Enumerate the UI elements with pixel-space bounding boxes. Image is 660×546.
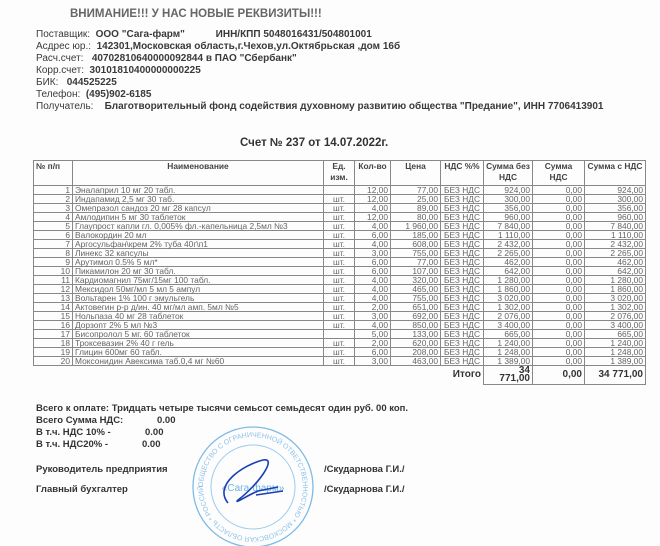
bik-value: 044525225 (66, 77, 117, 88)
invoice-title: Счет № 237 от 14.07.2022г. (240, 137, 389, 149)
table-cell: 1 389,00 (584, 356, 646, 366)
supplier-label: Поставщик: (36, 29, 91, 40)
column-header: Ед. изм. (323, 160, 355, 186)
stamp-outer-ring (192, 426, 314, 546)
supplier-inn: ИНН/КПП 5048016431/504801001 (215, 29, 372, 40)
column-header: Сумма с НДС (584, 160, 646, 186)
table-row: 14 Актовегин р-р д/ин. 40 мг/мл амп. 5мл … (33, 302, 646, 312)
director-name: /Скударнова Г.И./ (324, 464, 405, 475)
column-header: НДС %% (440, 160, 484, 186)
column-header: Сумма НДС (532, 160, 585, 186)
total-row: Итого 34 771,00 0,00 34 771,00 (34, 365, 646, 385)
table-cell: Моксонидин Авексима таб.0,4 мг №60 (72, 356, 324, 366)
table-row: 5 Глаупрост капли гл. 0,005% фл.-капельни… (33, 221, 646, 231)
recipient-value: Благотворительный фонд содействия духовн… (104, 101, 604, 112)
address-label: Асдрес юр.: (36, 41, 92, 52)
account-label: Расч.счет: (36, 53, 84, 64)
table-header-row: № п/п Наименование Ед. изм. Кол-во Цена НДС %… (33, 160, 646, 186)
total-net: 34 771,00 (483, 365, 533, 385)
phone-line: Телефон: (495)902-6185 (36, 89, 151, 100)
table-row: 12 Мексидол 50мг/мл 5 мл 5 ампул шт. 4,00 46… (33, 284, 646, 294)
notice-heading: ВНИМАНИЕ!!! У НАС НОВЫЕ РЕКВИЗИТЫ!!! (70, 8, 322, 20)
signature (223, 459, 284, 504)
invoice-table: № п/п Наименование Ед. изм. Кол-во Цена НДС %… (33, 160, 646, 385)
column-header: Сумма без НДС (483, 160, 533, 186)
bik-label: БИК: (36, 77, 59, 88)
account-value: 40702810640000092844 в ПАО "Сбербанк" (91, 53, 297, 64)
vat-total-label: Всего Сумма НДС: (36, 415, 124, 426)
total-vat: 0,00 (532, 365, 585, 385)
table-row: 20 Моксонидин Авексима таб.0,4 мг №60 шт. 3… (33, 356, 646, 366)
vat20-value: 0.00 (142, 439, 161, 450)
supplier-line: Поставщик: ООО "Сага-фарм" ИНН/КПП 50480… (36, 29, 372, 40)
total-label: Итого (452, 369, 481, 381)
corr-label: Корр.счет: (36, 65, 84, 76)
total-gross: 34 771,00 (584, 365, 646, 385)
company-stamp: ОБЩЕСТВО С ОГРАНИЧЕННОЙ ОТВЕТСТВЕННОСТЬЮ… (188, 425, 314, 546)
address-value: 142301,Московская область,г.Чехов,ул.Окт… (96, 41, 401, 52)
stamp-inner-ring (210, 444, 296, 530)
table-row: 11 Кардиомагнил 75мг/15мг 100 табл. шт. 4,0… (33, 275, 646, 285)
table-cell: БЕЗ НДС (440, 356, 484, 366)
table-row: 6 Валокордин 20 мл шт. 6,00 185,00 БЕЗ НДС 1 1… (33, 230, 646, 240)
vat10-value: 0.00 (145, 427, 164, 438)
accountant-name: /Скударнова Г.И./ (324, 484, 405, 495)
column-header: Кол-во (354, 160, 391, 186)
total-in-words: Всего к оплате: Тридцать четыре тысячи с… (36, 403, 409, 414)
phone-value: (495)902-6185 (85, 89, 152, 100)
table-cell: 3,00 (354, 356, 391, 366)
column-header: № п/п (33, 160, 73, 186)
phone-label: Телефон: (36, 89, 81, 100)
column-header: Наименование (72, 160, 324, 186)
table-cell: шт. (323, 356, 355, 366)
table-cell: 2 265,00 (584, 248, 646, 258)
vat20-label: В т.ч. НДС20% - (36, 439, 109, 450)
vat10-label: В т.ч. НДС 10% - (36, 427, 111, 438)
account-line: Расч.счет: 40702810640000092844 в ПАО "С… (36, 53, 297, 64)
table-cell: 20 (33, 356, 73, 366)
column-header: Цена (390, 160, 441, 186)
accountant-label: Главный бухгалтер (36, 484, 128, 495)
table-row: 16 Дорзопт 2% 5 мл №3 шт. 4,00 850,00 БЕЗ НДС… (33, 320, 646, 330)
table-cell: 3 400,00 (584, 320, 646, 330)
table-cell: 0,00 (532, 356, 585, 366)
recipient-label: Получатель: (36, 101, 94, 112)
supplier-name: ООО "Сага-фарм" (95, 29, 185, 40)
stamp-center-text: «Сага-фарм» (222, 482, 285, 494)
recipient-line: Получатель: Благотворительный фонд содей… (36, 101, 603, 112)
corr-value: 30101810400000000225 (89, 65, 201, 76)
bik-line: БИК: 044525225 (36, 77, 117, 88)
table-row: 19 Глицин 600мг 60 табл. шт. 6,00 208,00 БЕЗ … (33, 347, 646, 357)
table-row: 15 Нольпаза 40 мг 28 таблеток шт. 3,00 692,0… (33, 311, 646, 321)
table-cell: шт. (323, 320, 355, 330)
vat-total-value: 0.00 (157, 415, 176, 426)
address-line: Асдрес юр.: 142301,Московская область,г.… (36, 41, 400, 52)
corr-line: Корр.счет: 30101810400000000225 (36, 65, 201, 76)
director-label: Руководитель предприятия (36, 464, 168, 475)
table-cell: 463,00 (390, 356, 441, 366)
